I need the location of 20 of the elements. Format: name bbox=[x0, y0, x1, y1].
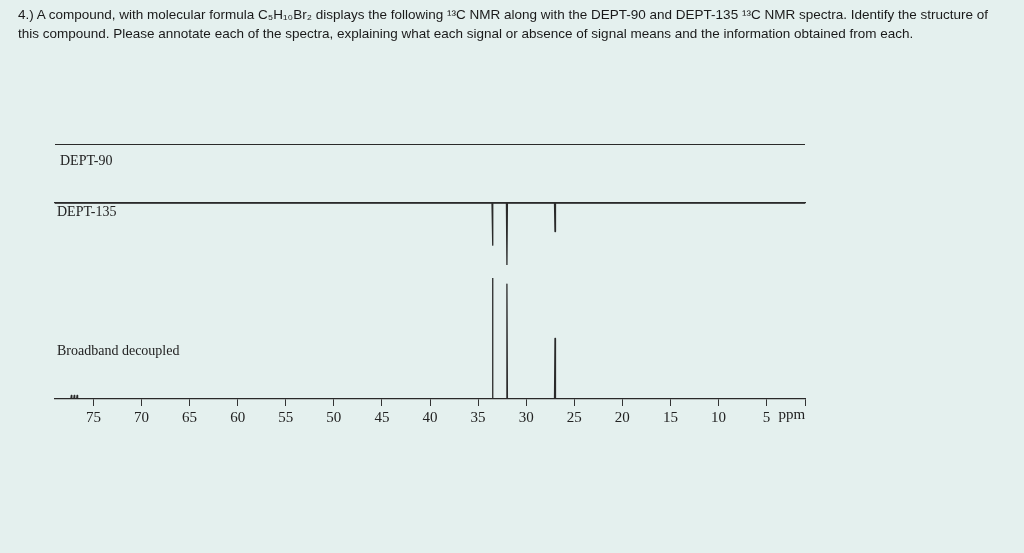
text: 4.) A compound, with molecular formula C₅H₁₀Br₂ displays the following ¹³C NMR along with the DEPT-90 and DEPT-135 ¹³C NMR spectra. Identify the structure of this compound. Please annotate each of the spectra, explaining what each signal or absence of signal means and the information obtained from each. bbox=[18, 6, 989, 43]
chart-title: DEPT-135 bbox=[57, 204, 117, 220]
x-tick-label: 55 bbox=[278, 408, 294, 425]
text: Broadband decoupled bbox=[57, 343, 180, 359]
x-tick-label: 45 bbox=[374, 408, 390, 425]
x-tick-label: 40 bbox=[422, 408, 438, 425]
x-tick-label: 35 bbox=[470, 408, 486, 425]
x-tick-label: 50 bbox=[326, 408, 342, 425]
x-tick-label: 70 bbox=[134, 408, 150, 425]
x-tick-label: 75 bbox=[85, 408, 101, 425]
x-tick-label: 65 bbox=[182, 408, 198, 425]
x-tick-label: 10 bbox=[710, 408, 726, 425]
x-axis-title: ppm bbox=[778, 406, 806, 423]
x-tick-label: 30 bbox=[518, 408, 534, 425]
x-tick-label: 60 bbox=[230, 408, 246, 425]
x-tick-label: 25 bbox=[566, 408, 582, 425]
x-tick-label: 5 bbox=[762, 408, 771, 425]
x-tick-label: 20 bbox=[614, 408, 630, 425]
x-tick-label: 15 bbox=[662, 408, 678, 425]
text: DEPT-90 bbox=[60, 153, 113, 169]
